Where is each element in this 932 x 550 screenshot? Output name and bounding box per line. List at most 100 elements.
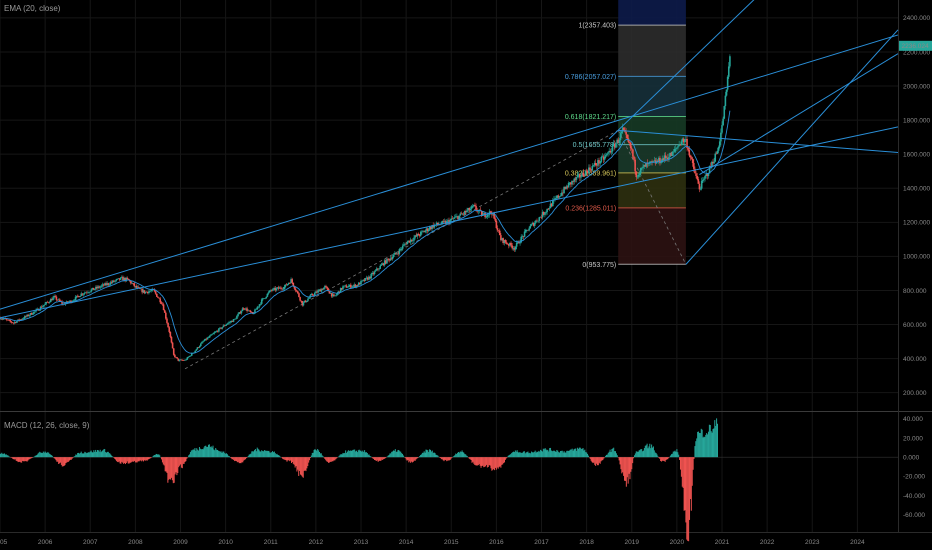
- candle-body: [195, 349, 198, 351]
- candle-body: [442, 220, 445, 222]
- macd-bar: [611, 449, 613, 458]
- candle-body: [114, 280, 116, 282]
- candle-body: [475, 206, 477, 210]
- candle-body: [33, 311, 35, 315]
- macd-bar: [471, 457, 473, 463]
- macd-bar: [387, 455, 389, 458]
- candle-body: [292, 282, 295, 287]
- macd-bar: [318, 451, 320, 458]
- candle-body: [82, 293, 85, 295]
- macd-bar: [707, 434, 709, 458]
- macd-bar: [602, 457, 604, 461]
- candle-body: [518, 241, 520, 244]
- candle-body: [371, 272, 374, 275]
- candle-body: [564, 187, 566, 189]
- candle-body: [551, 200, 554, 207]
- candle-body: [594, 162, 597, 166]
- macd-bar: [209, 447, 211, 458]
- macd-bar: [534, 450, 536, 458]
- macd-bar: [182, 457, 184, 464]
- macd-bar: [690, 457, 692, 511]
- macd-indicator-label[interactable]: MACD (12, 26, close, 9): [4, 421, 90, 430]
- candle-body: [522, 236, 525, 237]
- date-axis-label: 2005: [0, 539, 8, 546]
- ema-indicator-label[interactable]: EMA (20, close): [4, 4, 61, 13]
- macd-bar: [443, 457, 445, 462]
- candle-body: [659, 157, 661, 164]
- macd-bar: [274, 453, 276, 458]
- candle-body: [439, 224, 441, 226]
- candle-body: [234, 318, 237, 320]
- macd-bar: [29, 457, 31, 460]
- candle-body: [635, 171, 638, 178]
- candle-body: [43, 304, 45, 307]
- candle-body: [105, 283, 107, 286]
- macd-bar: [219, 451, 221, 458]
- macd-bar: [105, 452, 107, 458]
- macd-bar: [252, 451, 254, 458]
- macd-bar: [348, 450, 350, 458]
- candle-body: [429, 226, 431, 230]
- candle-body: [159, 298, 161, 303]
- macd-bar: [99, 449, 101, 458]
- macd-bar: [696, 438, 698, 458]
- macd-bar: [626, 457, 628, 478]
- macd-bar: [485, 457, 487, 467]
- candle-body: [347, 286, 350, 288]
- macd-bar: [540, 449, 542, 458]
- macd-bar: [169, 457, 171, 479]
- macd-bar: [33, 456, 35, 458]
- macd-bar: [633, 457, 635, 459]
- macd-bar: [103, 449, 105, 458]
- macd-bar: [625, 457, 627, 487]
- candle-body: [373, 271, 376, 275]
- macd-bar: [457, 451, 459, 458]
- candle-body: [459, 213, 462, 216]
- macd-bar: [48, 452, 50, 458]
- macd-bar: [54, 457, 56, 459]
- macd-bar: [57, 457, 59, 462]
- candle-body: [584, 170, 587, 177]
- candle-body: [3, 318, 6, 320]
- macd-bar: [87, 452, 89, 458]
- macd-bar: [681, 457, 683, 487]
- macd-bar: [474, 457, 476, 465]
- date-axis-label: 2022: [760, 539, 775, 546]
- macd-bar: [420, 454, 422, 458]
- candle-body: [106, 283, 108, 286]
- macd-bar: [586, 452, 588, 458]
- macd-bar: [622, 457, 624, 473]
- macd-bar: [578, 447, 580, 458]
- macd-bar: [544, 448, 546, 458]
- candle-body: [298, 293, 300, 298]
- candle-body: [108, 284, 111, 286]
- candle-body: [689, 155, 692, 158]
- candle-body: [142, 290, 145, 293]
- candle-body: [700, 181, 703, 189]
- macd-bar: [391, 451, 393, 458]
- macd-bar: [321, 455, 323, 458]
- macd-bar: [196, 448, 198, 458]
- candle-body: [600, 156, 603, 162]
- candle-body: [113, 280, 115, 282]
- candle-body: [493, 212, 495, 219]
- macd-bar: [440, 457, 442, 460]
- candle-body: [267, 292, 270, 294]
- macd-bar: [257, 448, 259, 458]
- candle-body: [176, 357, 178, 359]
- candle-body: [232, 319, 235, 322]
- candle-body: [473, 204, 475, 207]
- candle-body: [285, 284, 288, 286]
- macd-bar: [642, 450, 644, 458]
- macd-bar: [216, 449, 218, 458]
- candle-body: [107, 283, 110, 285]
- macd-bar: [40, 452, 42, 458]
- candle-body: [223, 325, 226, 327]
- macd-bar: [192, 449, 194, 458]
- macd-bar: [597, 457, 599, 466]
- macd-bar: [393, 450, 395, 458]
- candle-body: [131, 283, 133, 284]
- candle-body: [86, 292, 88, 294]
